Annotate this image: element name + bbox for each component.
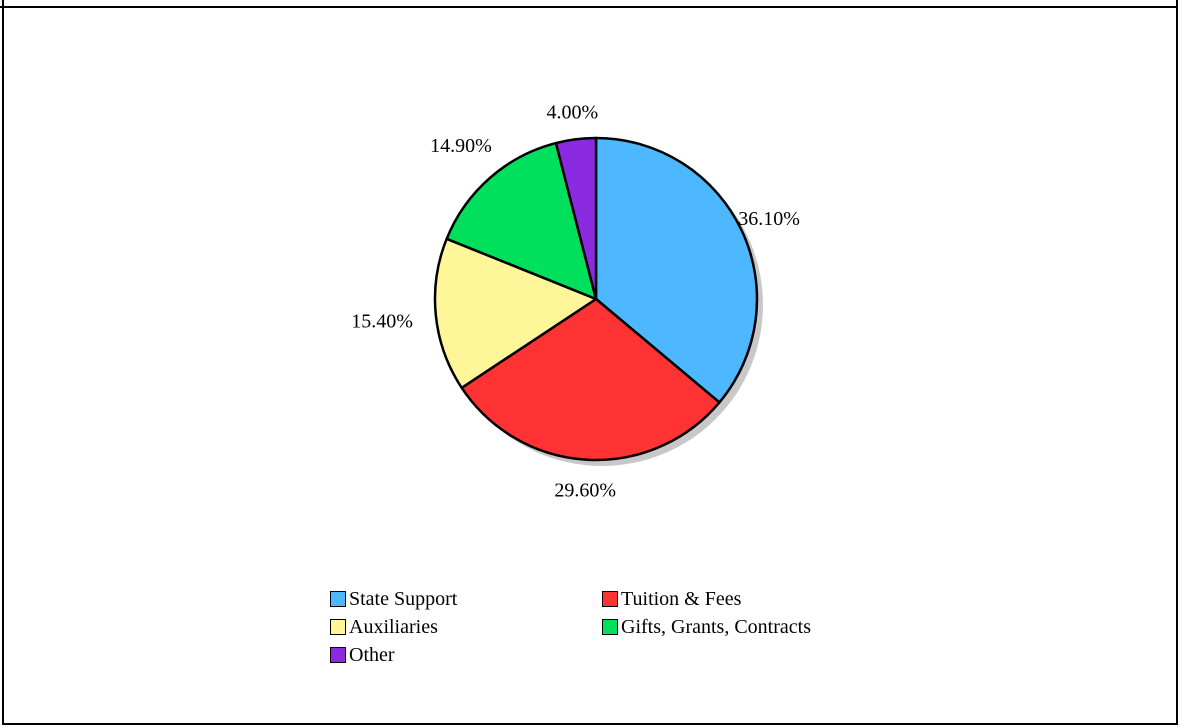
- legend-swatch: [602, 619, 618, 635]
- pie-slice-auxiliaries: [433, 237, 598, 390]
- pie-slice-tuition-fees: [460, 297, 721, 462]
- pie-labels: 36.10% 29.60% 15.40% 14.90% 4.00%: [351, 101, 800, 501]
- legend-label: Auxiliaries: [349, 615, 438, 638]
- legend-label: State Support: [349, 587, 458, 610]
- pie-slice-state-support: [594, 136, 759, 404]
- legend-swatch: [330, 619, 346, 635]
- top-rule: [0, 6, 1176, 8]
- legend-item: Tuition & Fees: [602, 586, 882, 612]
- legend-label: Gifts, Grants, Contracts: [621, 615, 811, 638]
- slice-label-other: 4.00%: [546, 101, 598, 123]
- legend-swatch: [330, 591, 346, 607]
- legend-swatch: [602, 591, 618, 607]
- legend-label: Other: [349, 643, 395, 666]
- legend-label: Tuition & Fees: [621, 587, 742, 610]
- pie-slices: [433, 136, 759, 462]
- legend-item: Other: [330, 642, 602, 668]
- slice-label-gifts-grants-contracts: 14.90%: [430, 135, 492, 157]
- slice-label-state-support: 36.10%: [738, 208, 800, 230]
- legend-item: State Support: [330, 586, 602, 612]
- legend-item: Gifts, Grants, Contracts: [602, 614, 882, 640]
- legend-item: Auxiliaries: [330, 614, 602, 640]
- pie-slice-gifts-grants-contracts: [445, 141, 598, 301]
- slice-label-tuition-fees: 29.60%: [554, 480, 616, 502]
- pie-slice-other: [554, 136, 598, 301]
- slice-label-auxiliaries: 15.40%: [351, 311, 413, 333]
- legend-swatch: [330, 647, 346, 663]
- legend: State Support Tuition & Fees Auxiliaries Gi…: [330, 586, 890, 668]
